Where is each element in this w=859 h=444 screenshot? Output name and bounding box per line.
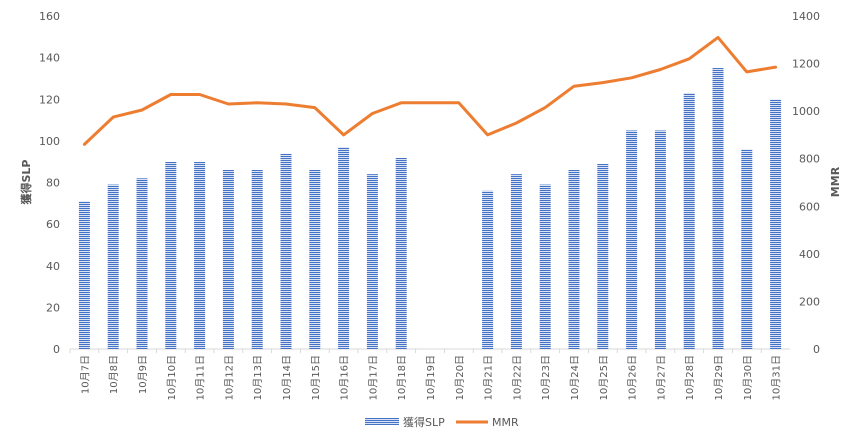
right-axis-title: MMR: [829, 166, 842, 197]
right-axis-ticks: 0 200 400 600 800 1000 1200 1400: [792, 10, 820, 356]
x-tick-label: 10月22日: [511, 355, 523, 400]
bar: [683, 93, 695, 349]
x-tick-label: 10月16日: [339, 355, 351, 400]
x-tick-label: 10月14日: [281, 355, 293, 400]
bar: [770, 99, 782, 349]
left-axis-ticks: 0 20 40 60 80 100 120 140 160: [39, 10, 60, 356]
right-tick-label: 1200: [792, 58, 820, 71]
bar: [280, 153, 292, 349]
x-tick-label: 10月30日: [742, 355, 754, 400]
legend: 獲得SLP MMR: [365, 416, 519, 429]
bar: [626, 130, 638, 349]
bar: [338, 147, 350, 349]
x-tick-label: 10月13日: [252, 355, 264, 400]
right-tick-label: 600: [799, 200, 820, 213]
legend-swatch-slp: [365, 418, 399, 425]
x-tick-label: 10月17日: [367, 355, 379, 400]
left-tick-label: 0: [53, 343, 60, 356]
x-tick-label: 10月18日: [396, 355, 408, 400]
left-tick-label: 140: [39, 52, 60, 65]
legend-label-slp: 獲得SLP: [403, 416, 445, 429]
right-tick-label: 800: [799, 153, 820, 166]
x-tick-label: 10月26日: [627, 355, 639, 400]
left-tick-label: 80: [46, 177, 60, 190]
right-tick-label: 1000: [792, 105, 820, 118]
bar: [136, 178, 148, 349]
x-tick-label: 10月20日: [454, 355, 466, 400]
bar: [712, 68, 724, 349]
bar: [366, 174, 378, 349]
left-axis-title: 獲得SLP: [19, 160, 33, 205]
x-tick-label: 10月29日: [713, 355, 725, 400]
x-tick-label: 10月28日: [684, 355, 696, 400]
right-tick-label: 0: [813, 343, 820, 356]
left-tick-label: 100: [39, 135, 60, 148]
bar: [741, 149, 753, 349]
bar-series: [78, 68, 782, 349]
x-tick-label: 10月27日: [655, 355, 667, 400]
right-tick-label: 200: [799, 295, 820, 308]
bar: [78, 201, 90, 349]
x-tick-label: 10月31日: [771, 355, 783, 400]
x-tick-label: 10月25日: [598, 355, 610, 400]
x-tick-label: 10月9日: [137, 355, 149, 394]
x-tick-label: 10月8日: [108, 355, 120, 394]
bar: [222, 170, 234, 349]
x-tick-label: 10月12日: [223, 355, 235, 400]
x-tick-label: 10月19日: [425, 355, 437, 400]
x-tick-label: 10月15日: [310, 355, 322, 400]
x-tick-label: 10月24日: [569, 355, 581, 400]
legend-label-mmr: MMR: [492, 416, 519, 429]
x-tick-label: 10月11日: [195, 355, 207, 400]
mmr-line: [82, 35, 778, 146]
bar: [597, 163, 609, 349]
x-tick-label: 10月7日: [79, 355, 91, 394]
right-tick-label: 1400: [792, 10, 820, 23]
bar: [107, 184, 119, 349]
bar: [539, 184, 551, 349]
left-tick-label: 60: [46, 218, 60, 231]
bar: [654, 130, 666, 349]
bar: [510, 174, 522, 349]
right-tick-label: 400: [799, 248, 820, 261]
x-axis-ticks: 10月7日 10月8日 10月9日 10月10日 10月11日 10月12日 10月13日 1…: [69, 349, 783, 400]
bar: [165, 161, 177, 349]
bar: [309, 170, 321, 349]
left-tick-label: 160: [39, 10, 60, 23]
x-tick-label: 10月23日: [540, 355, 552, 400]
x-tick-label: 10月10日: [166, 355, 178, 400]
bar: [482, 190, 494, 349]
left-tick-label: 120: [39, 93, 60, 106]
bar: [251, 170, 263, 349]
left-tick-label: 40: [46, 260, 60, 273]
bar: [568, 170, 580, 349]
x-tick-label: 10月21日: [483, 355, 495, 400]
left-tick-label: 20: [46, 301, 60, 314]
bar: [194, 161, 206, 349]
bar: [395, 157, 407, 349]
